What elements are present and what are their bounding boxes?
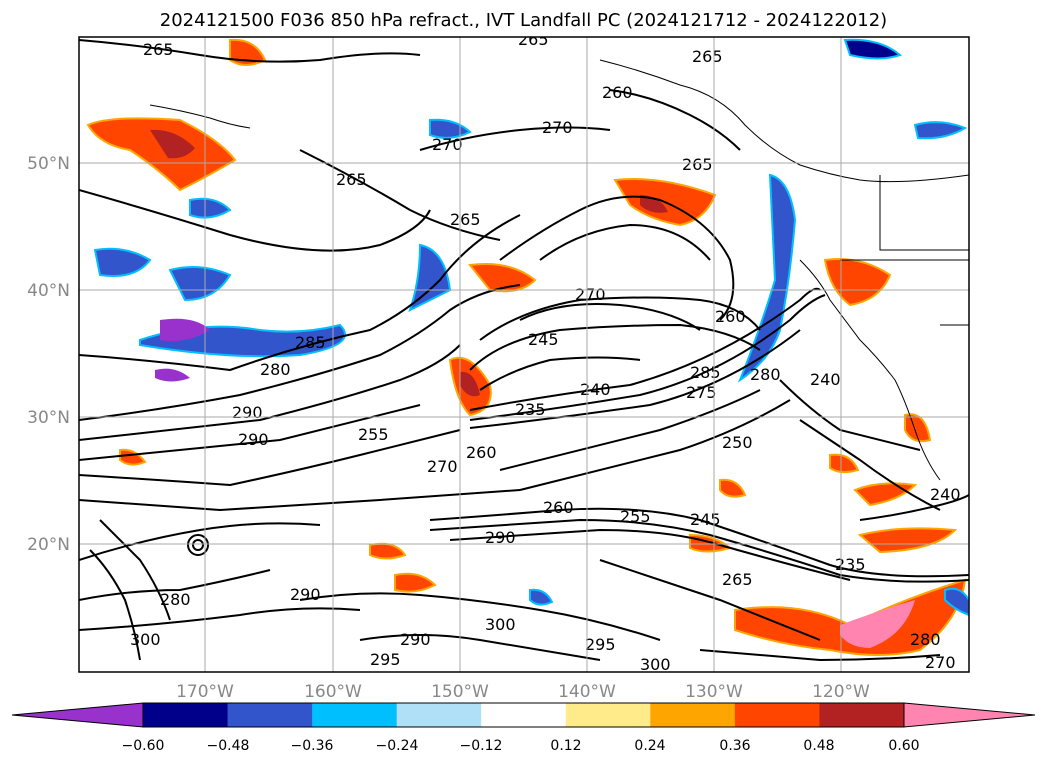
contour-label: 260	[715, 307, 746, 326]
lon-label: 140°W	[558, 682, 616, 702]
coastlines	[149, 59, 969, 481]
contour-label: 255	[358, 425, 389, 444]
colorbar-segment	[650, 703, 736, 727]
contour-label: 280	[160, 590, 191, 609]
contour-label: 290	[290, 585, 321, 604]
contour-label: 260	[543, 498, 574, 517]
contour-label: 265	[682, 155, 713, 174]
contour-label: 270	[427, 457, 458, 476]
colorbar-extend-low	[11, 702, 144, 728]
lat-label: 20°N	[27, 535, 70, 555]
colorbar-tick-label: 0.60	[888, 738, 919, 754]
contour-label: 270	[542, 118, 573, 137]
colorbar-tick-label: 0.36	[719, 738, 750, 754]
contour-label: 280	[260, 360, 291, 379]
contour-label: 240	[580, 380, 611, 399]
contour-label: 270	[575, 285, 606, 304]
lon-label: 150°W	[431, 682, 489, 702]
colorbar-segment	[143, 703, 229, 727]
colorbar-segment	[227, 703, 313, 727]
contour-label: 265	[692, 47, 723, 66]
contour-label: 290	[400, 630, 431, 649]
colorbar-tick-labels: −0.60 −0.48 −0.36 −0.24 −0.12 0.12 0.24 …	[122, 738, 920, 754]
contour-label: 270	[432, 135, 463, 154]
contour-label: 250	[722, 433, 753, 452]
colorbar-tick-label: −0.36	[291, 738, 334, 754]
lon-label: 170°W	[176, 682, 234, 702]
colorbar-extend-high	[903, 702, 1036, 728]
contour-label: 300	[640, 655, 671, 674]
contour-label: 280	[750, 365, 781, 384]
contour-label-group: 265 265 265 260 270 270 265 265 265 270 …	[130, 30, 961, 674]
contour-label: 235	[515, 400, 546, 419]
contour-label: 295	[370, 650, 401, 669]
colorbar-tick-label: 0.12	[550, 738, 581, 754]
contour-label: 245	[528, 330, 559, 349]
contour-label: 290	[238, 430, 269, 449]
contour-label: 240	[930, 485, 961, 504]
colorbar-segment	[819, 703, 905, 727]
contour-label: 255	[620, 507, 651, 526]
lon-label: 130°W	[685, 682, 743, 702]
contour-label: 260	[466, 443, 497, 462]
contour-label: 240	[810, 370, 841, 389]
colorbar-tick-label: −0.24	[376, 738, 419, 754]
colorbar-segment	[734, 703, 820, 727]
latitude-labels: 50°N 40°N 30°N 20°N	[27, 154, 70, 555]
colorbar-tick-label: 0.48	[803, 738, 834, 754]
colorbar	[11, 702, 1036, 728]
longitude-labels: 170°W 160°W 150°W 140°W 130°W 120°W	[176, 682, 870, 702]
colorbar-tick-label: 0.24	[634, 738, 665, 754]
colorbar-tick-label: −0.48	[207, 738, 250, 754]
contour-label: 300	[130, 630, 161, 649]
colorbar-segment	[481, 703, 567, 727]
contour-label: 285	[295, 333, 326, 352]
contour-label: 245	[690, 510, 721, 529]
colorbar-segment	[565, 703, 651, 727]
contour-label: 285	[690, 363, 721, 382]
lat-label: 30°N	[27, 408, 70, 428]
contour-label: 290	[232, 403, 263, 422]
lon-label: 120°W	[812, 682, 870, 702]
contour-label: 260	[602, 83, 633, 102]
contour-label: 275	[686, 383, 717, 402]
colorbar-segment	[312, 703, 398, 727]
contour-label: 295	[585, 635, 616, 654]
map-frame	[78, 36, 970, 673]
colorbar-tick-label: −0.12	[460, 738, 503, 754]
colorbar-segment	[396, 703, 482, 727]
contour-label: 280	[910, 630, 941, 649]
contour-label: 270	[925, 653, 956, 672]
map-title: 2024121500 F036 850 hPa refract., IVT La…	[159, 10, 888, 31]
contour-label: 265	[722, 570, 753, 589]
contour-label: 300	[485, 615, 516, 634]
contour-label: 265	[518, 30, 549, 49]
contour-label: 290	[485, 528, 516, 547]
gridlines	[79, 37, 969, 672]
contour-label: 235	[835, 555, 866, 574]
lat-label: 50°N	[27, 154, 70, 174]
contour-label: 265	[143, 40, 174, 59]
colorbar-frame	[142, 702, 905, 728]
lon-label: 160°W	[304, 682, 362, 702]
shaded-anomaly-patches	[86, 38, 969, 656]
colorbar-tick-label: −0.60	[122, 738, 165, 754]
lat-label: 40°N	[27, 281, 70, 301]
contour-label: 265	[336, 170, 367, 189]
contour-label: 265	[450, 210, 481, 229]
